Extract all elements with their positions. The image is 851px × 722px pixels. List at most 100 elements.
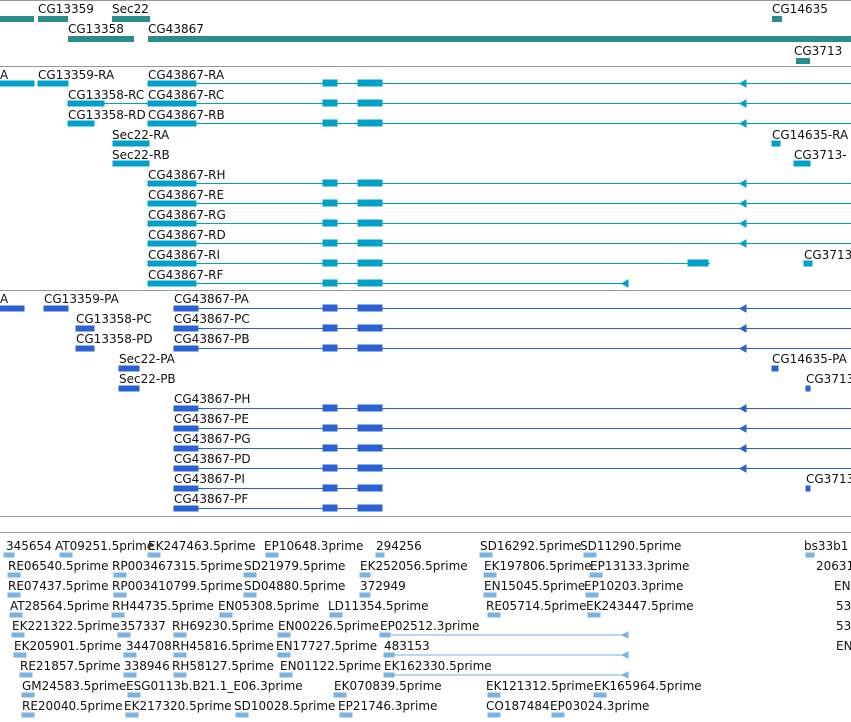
- protein-label[interactable]: A: [0, 292, 9, 306]
- protein-label[interactable]: CG43867-PA: [174, 292, 249, 306]
- gene-bar[interactable]: [38, 16, 68, 22]
- gene-bar[interactable]: [148, 36, 851, 42]
- est-label[interactable]: EK247463.5prime: [148, 539, 256, 553]
- protein-label[interactable]: CG13358-PC: [76, 312, 152, 326]
- transcript-label[interactable]: CG43867-RC: [148, 88, 225, 102]
- est-label[interactable]: 483153: [384, 639, 430, 653]
- gene-label[interactable]: CG13359: [38, 2, 94, 16]
- est-label[interactable]: EK165964.5prime: [594, 679, 702, 693]
- est-label[interactable]: 344708: [126, 639, 172, 653]
- est-label[interactable]: 345654: [6, 539, 52, 553]
- est-label[interactable]: SD04880.5prime: [244, 579, 346, 593]
- est-label[interactable]: EP02512.3prime: [380, 619, 480, 633]
- est-label[interactable]: EN15045.5prime: [484, 579, 586, 593]
- est-label[interactable]: EP21746.3prime: [338, 699, 438, 713]
- gene-label[interactable]: Sec22: [112, 2, 149, 16]
- protein-label[interactable]: CG3713: [806, 372, 851, 386]
- transcript-label[interactable]: CG43867-RF: [148, 268, 224, 282]
- est-label[interactable]: 372949: [360, 579, 406, 593]
- est-label[interactable]: RH69230.5prime: [172, 619, 274, 633]
- est-label[interactable]: AT09251.5prime: [55, 539, 155, 553]
- est-label[interactable]: RE07437.5prime: [8, 579, 109, 593]
- est-label[interactable]: EP03024.3prime: [550, 699, 650, 713]
- transcript-label[interactable]: CG43867-RD: [148, 228, 226, 242]
- transcript-label[interactable]: Sec22-RB: [112, 148, 170, 162]
- transcript-label[interactable]: CG43867-RH: [148, 168, 226, 182]
- gene-label[interactable]: CG43867: [148, 22, 204, 36]
- transcript-label[interactable]: Sec22-RA: [112, 128, 170, 142]
- est-label[interactable]: RH58127.5prime: [172, 659, 274, 673]
- est-label[interactable]: RE05714.5prime: [486, 599, 587, 613]
- est-label[interactable]: EP13133.3prime: [590, 559, 690, 573]
- est-label[interactable]: SD10028.5prime: [234, 699, 336, 713]
- protein-label[interactable]: CG43867-PI: [174, 472, 245, 486]
- est-label[interactable]: CO187484: [486, 699, 550, 713]
- protein-label[interactable]: Sec22-PA: [119, 352, 175, 366]
- est-label[interactable]: RE21857.5prime: [20, 659, 121, 673]
- gene-bar[interactable]: [0, 16, 34, 22]
- protein-label[interactable]: CG3713: [806, 472, 851, 486]
- est-label[interactable]: EN: [836, 639, 851, 653]
- est-label[interactable]: EK217320.5prime: [124, 699, 232, 713]
- est-label[interactable]: RE06540.5prime: [8, 559, 109, 573]
- est-label[interactable]: bs33b1: [804, 539, 849, 553]
- est-label[interactable]: 357337: [120, 619, 166, 633]
- transcript-label[interactable]: CG3713-: [794, 148, 847, 162]
- transcript-label[interactable]: CG13358-RC: [68, 88, 145, 102]
- est-label[interactable]: RE20040.5prime: [22, 699, 123, 713]
- est-label[interactable]: EP10203.3prime: [584, 579, 684, 593]
- est-label[interactable]: EK070839.5prime: [334, 679, 442, 693]
- gene-bar[interactable]: [68, 36, 134, 42]
- est-label[interactable]: EK221322.5prime: [12, 619, 120, 633]
- est-label[interactable]: ESG0113b.B21.1_E06.3prime: [126, 679, 303, 693]
- transcript-label[interactable]: CG43867-RE: [148, 188, 225, 202]
- protein-label[interactable]: CG43867-PG: [174, 432, 251, 446]
- transcript-label[interactable]: CG13358-RD: [68, 108, 146, 122]
- gene-label[interactable]: CG3713: [794, 44, 843, 58]
- est-label[interactable]: 294256: [376, 539, 422, 553]
- protein-label[interactable]: CG43867-PE: [174, 412, 249, 426]
- transcript-label[interactable]: CG43867-RB: [148, 108, 225, 122]
- est-label[interactable]: 53: [836, 619, 851, 633]
- transcript-label[interactable]: A: [0, 68, 9, 82]
- protein-label[interactable]: CG14635-PA: [772, 352, 847, 366]
- gene-bar[interactable]: [772, 16, 782, 22]
- protein-label[interactable]: Sec22-PB: [119, 372, 176, 386]
- est-label[interactable]: EK162330.5prime: [384, 659, 492, 673]
- est-label[interactable]: EK205901.5prime: [14, 639, 122, 653]
- transcript-label[interactable]: CG43867-RG: [148, 208, 226, 222]
- gene-bar[interactable]: [112, 16, 150, 22]
- protein-label[interactable]: CG13358-PD: [76, 332, 153, 346]
- est-label[interactable]: GM24583.5prime: [22, 679, 127, 693]
- protein-label[interactable]: CG43867-PD: [174, 452, 251, 466]
- est-label[interactable]: EK243447.5prime: [586, 599, 694, 613]
- est-label[interactable]: EN17727.5prime: [276, 639, 378, 653]
- est-label[interactable]: RP003467315.5prime: [112, 559, 243, 573]
- est-label[interactable]: AT28564.5prime: [10, 599, 110, 613]
- protein-label[interactable]: CG13359-PA: [44, 292, 119, 306]
- est-label[interactable]: SD11290.5prime: [580, 539, 682, 553]
- protein-label[interactable]: CG43867-PF: [174, 492, 249, 506]
- est-label[interactable]: EN: [834, 579, 851, 593]
- est-label[interactable]: RH44735.5prime: [112, 599, 214, 613]
- est-label[interactable]: EN05308.5prime: [218, 599, 320, 613]
- est-label[interactable]: 20631: [816, 559, 851, 573]
- est-label[interactable]: EP10648.3prime: [264, 539, 364, 553]
- gene-label[interactable]: CG13358: [68, 22, 124, 36]
- est-label[interactable]: LD11354.5prime: [328, 599, 429, 613]
- protein-label[interactable]: CG43867-PH: [174, 392, 251, 406]
- transcript-label[interactable]: CG14635-RA: [772, 128, 849, 142]
- est-label[interactable]: RH45816.5prime: [172, 639, 274, 653]
- est-label[interactable]: 338946: [124, 659, 170, 673]
- est-label[interactable]: EK252056.5prime: [360, 559, 468, 573]
- transcript-label[interactable]: CG43867-RI: [148, 248, 221, 262]
- est-label[interactable]: EK121312.5prime: [486, 679, 594, 693]
- gene-bar[interactable]: [796, 58, 810, 64]
- transcript-label[interactable]: CG3713: [804, 248, 851, 262]
- est-label[interactable]: EN01122.5prime: [280, 659, 382, 673]
- est-label[interactable]: SD21979.5prime: [244, 559, 346, 573]
- est-label[interactable]: RP003410799.5prime: [112, 579, 243, 593]
- est-label[interactable]: 53: [836, 599, 851, 613]
- protein-label[interactable]: CG43867-PB: [174, 332, 250, 346]
- transcript-label[interactable]: CG43867-RA: [148, 68, 225, 82]
